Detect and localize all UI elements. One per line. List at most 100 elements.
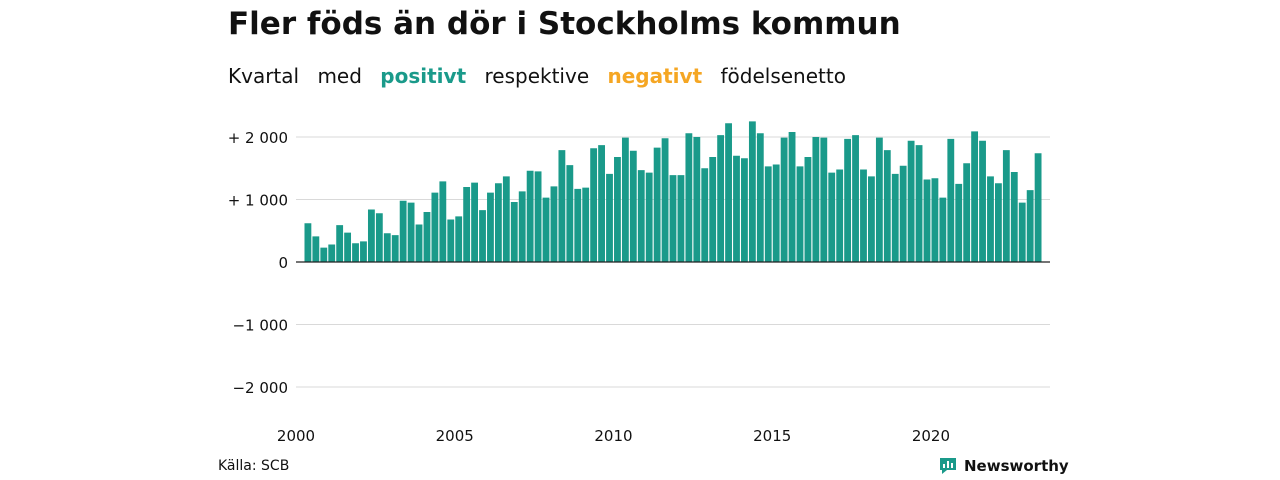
bar xyxy=(947,138,955,263)
bar xyxy=(336,225,344,263)
bar xyxy=(447,219,455,262)
bar xyxy=(860,169,867,262)
x-tick-label: 2005 xyxy=(436,427,474,445)
subtitle-positive-label: positivt xyxy=(380,64,467,88)
bar xyxy=(995,183,1002,262)
x-tick-label: 2000 xyxy=(277,427,315,445)
bar xyxy=(534,171,542,263)
bar xyxy=(479,210,486,263)
bar xyxy=(510,202,518,262)
bar xyxy=(939,197,947,263)
bar xyxy=(407,202,415,263)
bar xyxy=(1018,202,1026,263)
bar xyxy=(1002,150,1010,263)
bar xyxy=(590,148,598,262)
bar xyxy=(391,235,399,263)
y-tick-label: + 2 000 xyxy=(228,129,288,147)
bar xyxy=(399,200,407,262)
bar xyxy=(566,165,574,263)
subtitle-word-med: med xyxy=(317,64,362,88)
bar xyxy=(828,172,836,263)
bar xyxy=(725,123,732,262)
bar xyxy=(614,157,621,262)
bar xyxy=(661,138,669,262)
bar xyxy=(971,131,979,263)
bar xyxy=(526,170,534,262)
bar xyxy=(431,192,439,263)
bar xyxy=(423,212,431,262)
bar xyxy=(836,169,844,262)
bar xyxy=(471,182,478,263)
bar xyxy=(780,137,788,263)
bar xyxy=(542,197,550,263)
bar xyxy=(883,150,891,263)
bar xyxy=(582,187,590,263)
bar xyxy=(375,213,383,262)
brand-name: Newsworthy xyxy=(964,457,1069,475)
bar xyxy=(574,188,582,263)
x-tick-label: 2015 xyxy=(753,427,791,445)
bar xyxy=(344,232,352,263)
bar xyxy=(717,135,725,263)
bar xyxy=(764,166,772,263)
bar xyxy=(629,150,637,262)
source-note: Källa: SCB xyxy=(218,458,290,474)
bar xyxy=(606,173,613,263)
bar xyxy=(415,224,423,262)
newsworthy-logo-icon xyxy=(940,458,956,474)
bar xyxy=(1026,190,1034,263)
subtitle-negative-label: negativt xyxy=(607,64,703,88)
bar xyxy=(907,140,915,262)
bar xyxy=(653,147,661,263)
bar xyxy=(804,157,812,262)
bar xyxy=(494,183,502,262)
bar xyxy=(693,137,701,262)
bar xyxy=(463,187,471,262)
subtitle-word-respektive: respektive xyxy=(484,64,590,88)
bar xyxy=(812,137,820,262)
bar xyxy=(487,192,494,263)
y-tick-label: −2 000 xyxy=(232,379,288,397)
bar xyxy=(621,137,629,263)
bar xyxy=(439,181,447,263)
subtitle-word-fodelsenetto: födelsenetto xyxy=(720,64,846,88)
bar xyxy=(352,243,359,262)
bar xyxy=(685,133,693,262)
x-tick-label: 2020 xyxy=(912,427,950,445)
bar xyxy=(891,173,899,263)
subtitle-word-kvartal: Kvartal xyxy=(228,64,300,88)
chart-subtitle: Kvartal med positivt respektive negativt… xyxy=(228,64,858,88)
bar xyxy=(756,133,764,262)
bar xyxy=(1034,153,1042,262)
bar xyxy=(637,170,645,263)
bar xyxy=(923,179,931,262)
bar xyxy=(677,175,685,263)
bar xyxy=(820,137,828,263)
bar xyxy=(645,172,653,263)
bar xyxy=(360,241,367,263)
bar xyxy=(502,176,510,263)
bar xyxy=(1010,172,1018,262)
bar xyxy=(963,163,971,262)
bar xyxy=(669,175,677,263)
bar xyxy=(875,137,883,263)
bar xyxy=(741,158,748,262)
bar xyxy=(788,132,796,262)
bar xyxy=(772,164,780,262)
bar xyxy=(558,150,566,263)
bar xyxy=(796,166,804,263)
bar xyxy=(455,216,463,263)
bar xyxy=(383,233,391,262)
bar xyxy=(868,176,875,263)
bar xyxy=(550,186,558,263)
bar xyxy=(367,209,375,262)
y-tick-label: + 1 000 xyxy=(228,192,288,210)
bar xyxy=(518,191,526,263)
y-tick-label: 0 xyxy=(278,254,288,272)
bar xyxy=(979,140,986,262)
y-tick-label: −1 000 xyxy=(232,317,288,335)
bar xyxy=(748,121,756,263)
bar xyxy=(852,135,859,263)
bar xyxy=(931,178,939,262)
